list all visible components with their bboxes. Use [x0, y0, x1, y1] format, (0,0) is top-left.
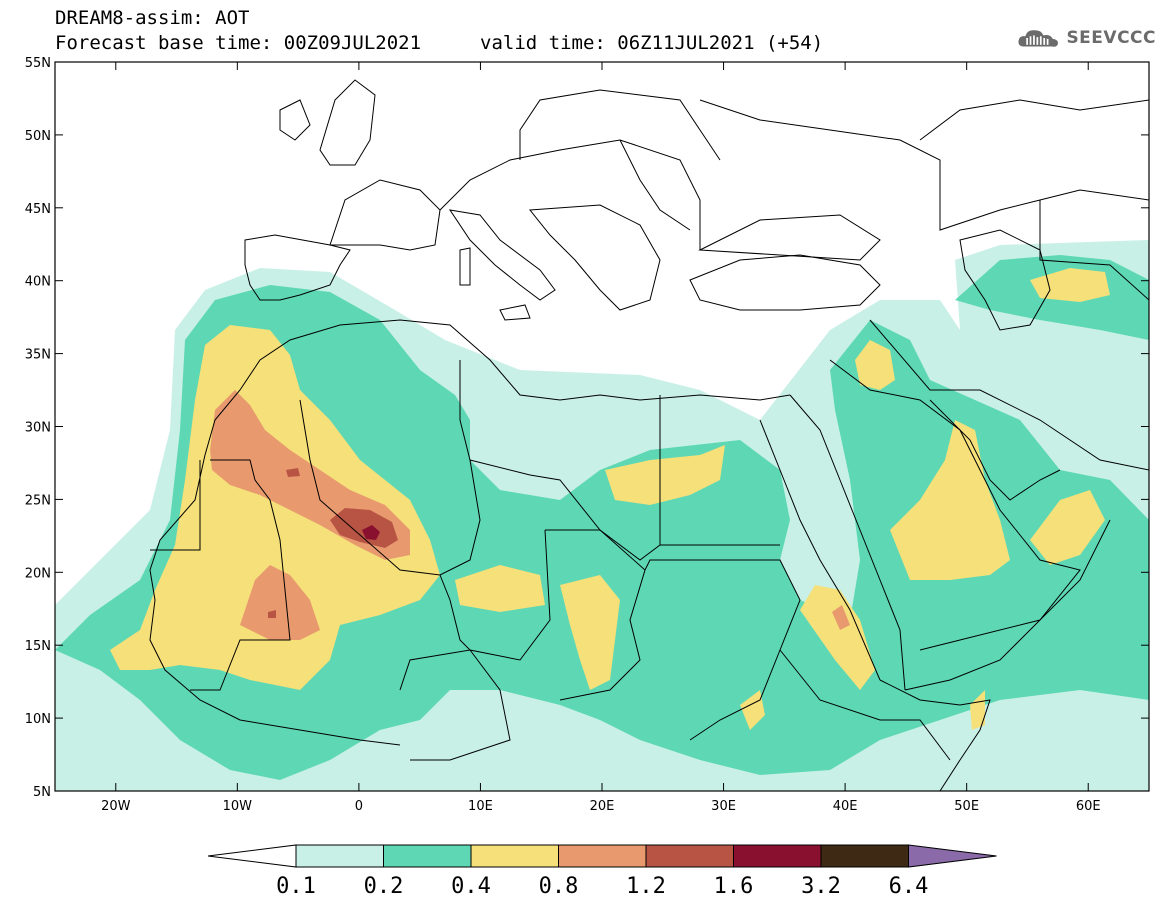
aot-band-0.8-redsea	[832, 605, 850, 630]
colorbar-label: 1.6	[714, 874, 754, 899]
coastline-caspian	[959, 229, 1051, 331]
coastline-france	[329, 179, 441, 251]
colorbar-boxes	[295, 844, 997, 868]
aot-band-0.4-west	[110, 325, 440, 690]
colorbar-label: 0.8	[539, 874, 579, 899]
border-sudan	[644, 559, 801, 741]
lat-tick-label: 40N	[25, 275, 51, 290]
aot-band-1.2-small	[286, 468, 300, 477]
colorbar-label: 0.1	[276, 874, 316, 899]
coastline-persian-gulf	[929, 399, 1061, 501]
coastline-arabia-south	[904, 519, 1111, 691]
lat-tick-label: 45N	[25, 202, 51, 217]
forecast-base-time: Forecast base time: 00Z09JUL2021	[55, 32, 422, 54]
colorbar-box	[558, 844, 647, 868]
coastline-balkans	[529, 204, 661, 311]
lon-tick-label: 20E	[590, 799, 615, 814]
lat-tick-label: 50N	[25, 129, 51, 144]
country-borders	[149, 79, 1149, 791]
valid-time: valid time: 06Z11JUL2021 (+54)	[480, 32, 824, 54]
aot-band-0.4-somalia	[970, 690, 985, 730]
coastline-sicily	[499, 304, 531, 321]
colorbar-under-arrow	[207, 844, 297, 868]
lon-tick-label: 50E	[954, 799, 979, 814]
border-kazakh	[1039, 200, 1149, 301]
lon-tick-label: 10E	[468, 799, 493, 814]
logo-text: SEEVCCC	[1066, 28, 1156, 48]
colorbar-labels: 0.1 0.2 0.4 0.8 1.2 1.6 3.2 6.4	[276, 874, 928, 899]
coastline-redsea	[759, 394, 906, 691]
aot-band-1.2	[330, 508, 398, 548]
coastline-hornafrica	[879, 679, 991, 791]
aot-band-0.4-iraq	[855, 340, 895, 390]
colorbar: 0.1 0.2 0.4 0.8 1.2 1.6 3.2 6.4	[207, 844, 997, 899]
aot-contour-fills	[55, 240, 1149, 791]
colorbar-box	[645, 844, 734, 868]
coastline-blacksea	[698, 214, 881, 261]
coastline-nafrica	[204, 319, 791, 456]
lat-tick-label: 20N	[25, 566, 51, 581]
colorbar-label: 6.4	[889, 874, 929, 899]
border-mali	[190, 459, 291, 691]
border-ethiopia	[779, 649, 951, 761]
lon-tick-label: 10W	[223, 799, 253, 814]
coastline-iberia	[244, 234, 351, 301]
lat-tick-label: 15N	[25, 639, 51, 654]
aot-band-1.6	[362, 525, 380, 540]
coastline-westafrica	[149, 454, 401, 746]
colorbar-label: 0.4	[451, 874, 491, 899]
seevccc-logo: SEEVCCC	[1016, 22, 1156, 54]
latitude-ticks: 55N 50N 45N 40N 35N 30N 25N 20N 15N 10N 5N	[25, 56, 1149, 800]
aot-band-0.4-ethiopia	[740, 690, 765, 730]
border-nigeria	[399, 649, 511, 761]
aot-band-0.4-chad	[455, 565, 545, 612]
cloud-logo-icon	[1018, 30, 1058, 47]
lat-tick-label: 30N	[25, 421, 51, 436]
lat-tick-label: 5N	[33, 785, 51, 800]
border-russia	[699, 99, 1149, 231]
aot-band-1.2-dot	[268, 610, 276, 618]
aot-band-0.4-egypt	[605, 445, 725, 505]
lon-tick-label: 60E	[1076, 799, 1101, 814]
border-iran	[869, 319, 1149, 471]
aot-band-0.4-oman	[1030, 490, 1105, 565]
border-saudi	[829, 359, 1081, 651]
lat-tick-label: 35N	[25, 348, 51, 363]
lat-tick-label: 25N	[25, 493, 51, 508]
coastline-turkey	[689, 254, 881, 311]
lat-tick-label: 55N	[25, 56, 51, 71]
lon-tick-label: 40E	[833, 799, 858, 814]
coastline-italy	[448, 209, 556, 301]
colorbar-box	[820, 844, 909, 868]
border-mauritania	[150, 460, 201, 551]
lon-tick-label: 30E	[711, 799, 736, 814]
colorbar-box	[733, 844, 822, 868]
border-algeria	[299, 360, 481, 576]
colorbar-label: 0.2	[364, 874, 404, 899]
colorbar-box	[383, 844, 472, 868]
colorbar-box	[470, 844, 559, 868]
colorbar-label: 1.2	[626, 874, 666, 899]
colorbar-label: 3.2	[801, 874, 841, 899]
aot-band-0.4-redsea	[800, 585, 875, 690]
lon-tick-label: 20W	[101, 799, 131, 814]
colorbar-over-arrow	[908, 844, 997, 868]
border-eu-interior	[439, 89, 721, 250]
map-title: DREAM8-assim: AOT	[55, 7, 250, 29]
aot-band-0.8-south	[240, 565, 320, 640]
coastline-ireland	[279, 99, 311, 141]
lon-tick-label: 0	[355, 799, 363, 814]
coastline-sardinia	[459, 247, 471, 286]
lat-tick-label: 10N	[25, 712, 51, 727]
longitude-ticks: 20W 10W 0 10E 20E 30E 40E 50E 60E	[101, 62, 1101, 814]
coastline-britain	[319, 79, 376, 166]
aot-band-0.4-caspian	[1030, 268, 1110, 302]
colorbar-box	[295, 844, 384, 868]
aot-band-0.4-sudan	[560, 575, 620, 690]
border-chad	[545, 529, 646, 701]
